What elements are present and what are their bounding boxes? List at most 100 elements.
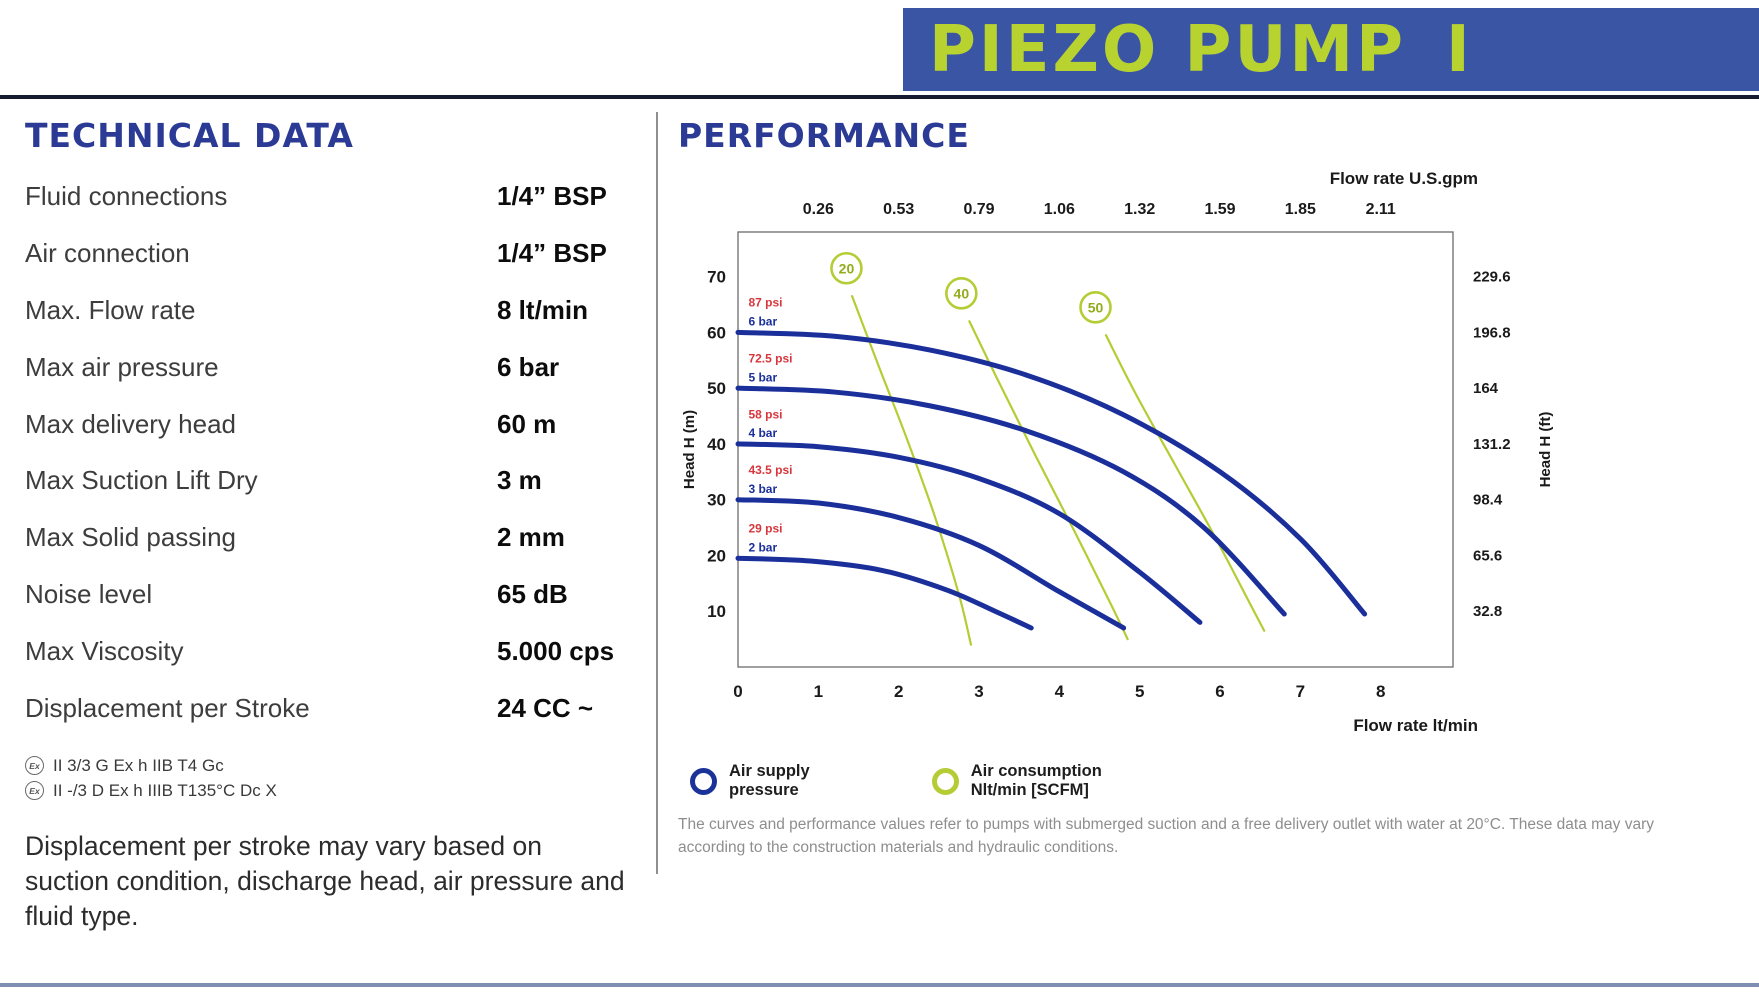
bar-label: 6 bar <box>748 315 777 329</box>
x-axis-bottom-title: Flow rate lt/min <box>1353 716 1478 735</box>
ex-certification-icon: Ex <box>25 781 44 801</box>
y-axis-right-tick: 32.8 <box>1473 603 1502 620</box>
spec-label: Max Viscosity <box>25 636 184 667</box>
air-consumption-badge-50 <box>1079 290 1112 324</box>
spec-row: Max delivery head 60 m <box>25 408 643 440</box>
air-consumption-badge-label: 40 <box>954 285 970 301</box>
psi-label: 87 psi <box>748 296 782 310</box>
atex-certifications: Ex II 3/3 G Ex h IIB T4 Gc Ex II -/3 D E… <box>25 756 643 801</box>
bottom-divider-rule <box>0 983 1759 987</box>
product-model: I <box>1446 12 1470 87</box>
spec-label: Max Solid passing <box>25 522 236 553</box>
x-axis-top-tick: 1.06 <box>1044 201 1075 218</box>
pressure-curve-3bar <box>735 497 1127 631</box>
pressure-curve-4bar <box>735 441 1203 625</box>
x-axis-top-tick: 1.85 <box>1285 201 1316 218</box>
displacement-note: Displacement per stroke may vary based o… <box>25 830 625 931</box>
y-axis-right-title: Head H (ft) <box>1537 412 1554 488</box>
y-axis-right-tick: 131.2 <box>1473 436 1511 453</box>
spec-row: Fluid connections 1/4” BSP <box>25 181 643 212</box>
spec-label: Air connection <box>25 237 190 268</box>
spec-row: Max Viscosity 5.000 cps <box>25 636 643 667</box>
spec-row: Max Solid passing 2 mm <box>25 522 643 553</box>
spec-row: Displacement per Stroke 24 CC ~ <box>25 693 643 724</box>
spec-row: Max Suction Lift Dry 3 m <box>25 466 643 496</box>
psi-label: 43.5 psi <box>748 463 792 477</box>
top-divider-rule <box>0 95 1759 99</box>
y-axis-right-tick: 98.4 <box>1473 492 1503 509</box>
air-consumption-badge-20 <box>830 251 863 285</box>
bar-label: 3 bar <box>748 482 777 496</box>
spec-label: Displacement per Stroke <box>25 693 310 724</box>
technical-data-heading: TECHNICAL DATA <box>25 116 354 155</box>
pump-curves-chart: Flow rate U.S.gpm 0.26 0.53 0.79 1.06 1.32 1.5… <box>681 169 1554 735</box>
spec-label: Max delivery head <box>25 408 236 439</box>
air-consumption-badge-label: 20 <box>839 260 855 276</box>
brand-banner: PIEZO PUMP I <box>903 8 1759 91</box>
y-axis-left-tick: 20 <box>707 546 726 565</box>
y-axis-left-title: Head H (m) <box>681 410 698 489</box>
x-axis-top-tick: 2.11 <box>1366 201 1396 218</box>
atex-line: Ex II -/3 D Ex h IIIB T135°C Dc X <box>25 781 643 801</box>
y-axis-right-tick: 164 <box>1473 380 1499 397</box>
spec-row: Air connection 1/4” BSP <box>25 237 643 269</box>
atex-text: II -/3 D Ex h IIIB T135°C Dc X <box>53 780 277 800</box>
y-axis-left-tick: 50 <box>707 379 726 398</box>
spec-label: Max. Flow rate <box>25 294 196 325</box>
spec-value: 2 mm <box>497 522 565 553</box>
x-axis-bottom-tick: 2 <box>894 682 903 701</box>
legend-item: Air supply pressure <box>690 762 810 801</box>
psi-label: 58 psi <box>748 407 782 421</box>
chart-footnote: The curves and performance values refer … <box>678 815 1655 857</box>
y-axis-right-tick: 229.6 <box>1473 269 1511 286</box>
pressure-curve-2bar <box>735 555 1034 631</box>
x-axis-bottom-tick: 4 <box>1055 682 1065 701</box>
performance-section: PERFORMANCE Flow rate U.S.gpm 0.26 0.53 0.7… <box>678 116 1743 875</box>
spec-label: Max Suction Lift Dry <box>25 465 258 496</box>
y-axis-left-tick: 30 <box>707 491 726 510</box>
y-axis-right-tick: 196.8 <box>1473 324 1511 341</box>
spec-value: 1/4” BSP <box>497 181 607 211</box>
spec-value: 65 dB <box>497 579 568 610</box>
performance-chart: Flow rate U.S.gpm 0.26 0.53 0.79 1.06 1.32 1.5… <box>678 157 1743 760</box>
legend-label: Air supply pressure <box>729 762 810 800</box>
spec-label: Max air pressure <box>25 351 219 382</box>
pressure-curve-6bar <box>735 329 1368 617</box>
spec-value: 24 CC ~ <box>497 693 594 724</box>
spec-value: 8 lt/min <box>497 294 589 325</box>
air-consumption-badge-40 <box>945 277 978 310</box>
spec-value: 60 m <box>497 408 557 439</box>
ex-certification-icon: Ex <box>25 756 44 776</box>
spec-label: Fluid connections <box>25 181 228 211</box>
chart-legend: Air supply pressure Air consumption Nlt/… <box>678 762 1743 801</box>
x-axis-top-title: Flow rate U.S.gpm <box>1330 169 1478 188</box>
x-axis-bottom-tick: 1 <box>814 682 823 701</box>
technical-data-section: TECHNICAL DATA Fluid connections 1/4” BS… <box>25 116 643 960</box>
spec-value: 3 m <box>497 465 542 496</box>
spec-list: Fluid connections 1/4” BSP Air connectio… <box>25 181 643 724</box>
y-axis-right-tick: 65.6 <box>1473 547 1502 564</box>
spec-row: Max air pressure 6 bar <box>25 351 643 383</box>
spec-row: Max. Flow rate 8 lt/min <box>25 294 643 326</box>
atex-text: II 3/3 G Ex h IIB T4 Gc <box>53 755 224 775</box>
x-axis-top-tick: 0.53 <box>883 201 914 218</box>
x-axis-bottom-tick: 7 <box>1296 682 1305 701</box>
y-axis-left-tick: 70 <box>707 268 726 287</box>
legend-label: Air consumption Nlt/min [SCFM] <box>970 762 1102 800</box>
air-consumption-badge-label: 50 <box>1088 299 1104 315</box>
spec-label: Noise level <box>25 579 153 610</box>
legend-ring-icon <box>690 767 717 795</box>
bar-label: 4 bar <box>748 426 777 440</box>
bar-label: 2 bar <box>748 541 777 555</box>
atex-line: Ex II 3/3 G Ex h IIB T4 Gc <box>25 756 643 776</box>
x-axis-top-tick: 0.26 <box>803 201 834 218</box>
psi-label: 72.5 psi <box>748 352 792 366</box>
x-axis-top-tick: 0.79 <box>963 201 994 218</box>
y-axis-left-tick: 40 <box>707 435 726 454</box>
x-axis-bottom-tick: 6 <box>1215 682 1224 701</box>
pressure-curve-5bar <box>735 385 1287 617</box>
x-axis-bottom-tick: 3 <box>974 682 983 701</box>
spec-value: 1/4” BSP <box>497 237 607 268</box>
psi-label: 29 psi <box>748 522 782 536</box>
